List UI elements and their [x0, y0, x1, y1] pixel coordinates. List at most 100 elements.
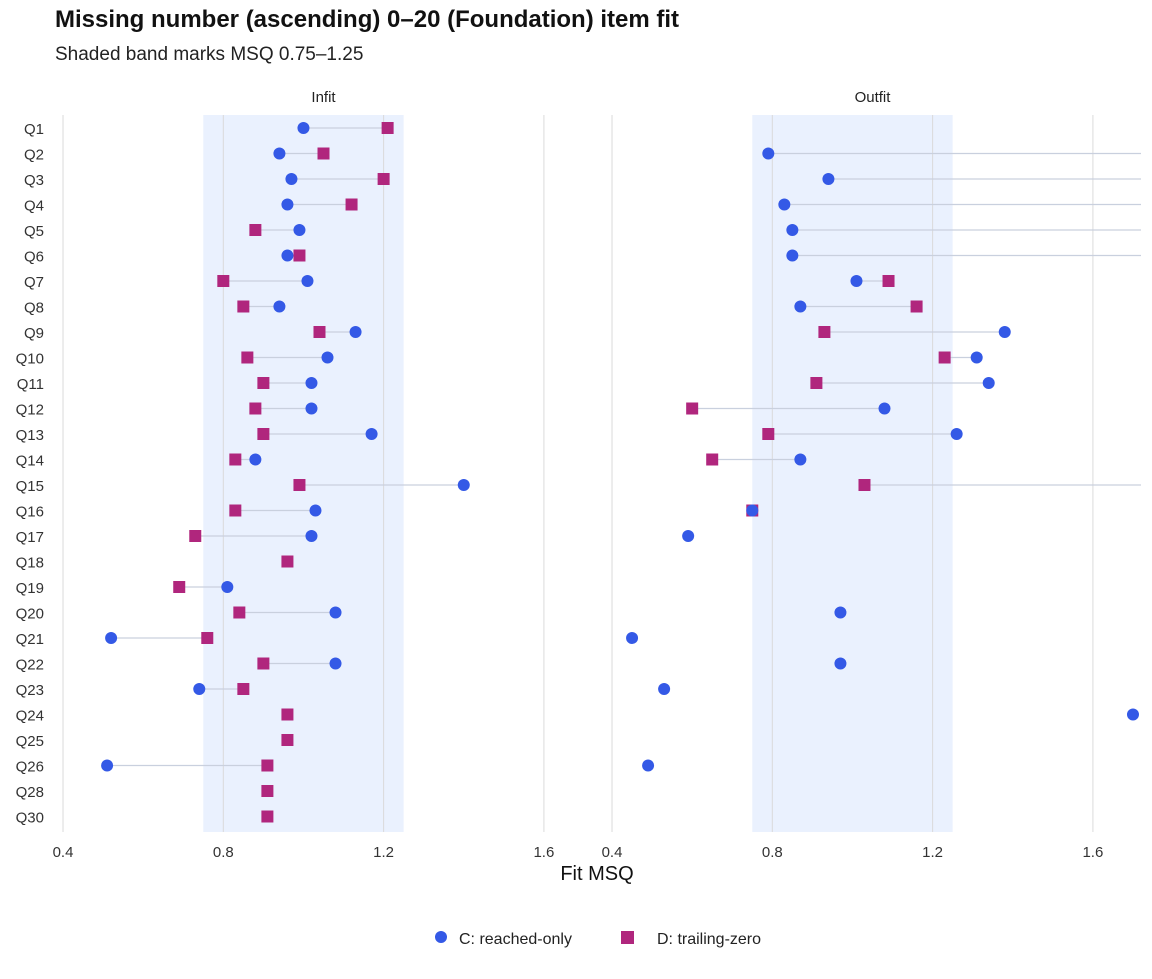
point-d-q23: [237, 683, 250, 695]
point-c-q2: [273, 147, 286, 160]
point-c-q22: [834, 657, 847, 670]
point-c-q21: [105, 632, 118, 644]
y-tick-label: Q18: [16, 555, 44, 572]
point-d-q7: [882, 275, 895, 287]
point-c-q16: [309, 504, 322, 517]
point-c-q13: [365, 428, 378, 440]
point-c-q10: [970, 351, 983, 364]
point-c-q17: [682, 530, 695, 542]
point-c-q17: [305, 530, 318, 542]
panel-outfit: Outfit 0.4 0.8 1.2 1.6: [586, 89, 1141, 861]
panel-infit: Infit 0.4 0.8 1.2 1.6: [53, 89, 555, 861]
y-tick-label: Q23: [16, 682, 44, 699]
x-tick-label: 1.2: [922, 844, 943, 861]
point-c-q8: [273, 300, 286, 313]
point-d-q14: [229, 453, 242, 466]
point-d-q5: [249, 224, 262, 236]
chart-subtitle: Shaded band marks MSQ 0.75–1.25: [55, 44, 364, 65]
x-tick-label: 1.6: [1082, 844, 1103, 861]
y-tick-label: Q21: [16, 631, 44, 648]
point-d-q21: [201, 632, 214, 644]
point-c-q6: [786, 249, 799, 262]
point-c-q1: [297, 122, 310, 134]
y-axis-labels: Q1 Q2 Q3 Q4 Q5 Q6 Q7 Q8 Q9 Q10 Q11 Q12 Q13 Q14 Q15 Q16 Q…: [16, 121, 44, 827]
point-d-q12: [249, 402, 262, 415]
point-d-q13: [762, 428, 775, 440]
point-d-q1: [381, 122, 394, 134]
point-c-q4: [778, 198, 791, 211]
point-c-q5: [293, 224, 306, 236]
y-tick-label: Q20: [16, 606, 44, 623]
legend-label-c: C: reached-only: [459, 931, 572, 948]
point-d-q7: [217, 275, 230, 287]
point-d-q19: [173, 581, 186, 593]
y-tick-label: Q8: [24, 300, 44, 317]
point-d-q25: [281, 734, 294, 746]
point-d-q11: [257, 377, 270, 389]
y-tick-label: Q17: [16, 529, 44, 546]
y-tick-label: Q1: [24, 121, 44, 138]
point-d-q16: [229, 504, 242, 517]
point-c-q15: [457, 479, 470, 491]
point-c-q23: [193, 683, 206, 695]
chart-title: Missing number (ascending) 0–20 (Foundat…: [55, 6, 680, 33]
y-tick-label: Q26: [16, 759, 44, 776]
point-c-q19: [590, 581, 602, 593]
legend: C: reached-only D: trailing-zero: [435, 931, 761, 948]
y-tick-label: Q19: [16, 580, 44, 597]
point-c-q8: [794, 300, 807, 313]
point-c-q26: [642, 759, 655, 772]
point-c-q10: [321, 351, 334, 364]
point-c-q14: [794, 453, 807, 466]
point-d-q9: [313, 326, 326, 338]
point-d-q10: [241, 351, 254, 364]
x-tick-label: 1.6: [533, 844, 554, 861]
point-d-q8: [237, 300, 250, 313]
legend-marker-d: [621, 931, 634, 944]
point-c-q16: [746, 504, 759, 517]
y-tick-label: Q2: [24, 147, 44, 164]
point-d-q12: [686, 402, 699, 415]
point-c-q9: [349, 326, 362, 338]
point-c-q3: [285, 173, 298, 185]
point-c-q26: [101, 759, 114, 772]
x-tick-label: 0.8: [213, 844, 234, 861]
panel-marks: [101, 122, 470, 823]
point-d-q17: [189, 530, 202, 542]
y-tick-label: Q28: [16, 784, 44, 801]
point-c-q11: [982, 377, 995, 389]
legend-label-d: D: trailing-zero: [657, 931, 761, 948]
y-tick-label: Q15: [16, 478, 44, 495]
point-c-q21: [626, 632, 639, 644]
point-d-q18: [281, 555, 294, 568]
y-tick-label: Q5: [24, 223, 44, 240]
point-d-q13: [257, 428, 270, 440]
y-tick-label: Q6: [24, 249, 44, 266]
y-tick-label: Q14: [16, 453, 44, 470]
point-c-q24: [1126, 708, 1139, 721]
point-c-q7: [301, 275, 314, 287]
point-d-q11: [810, 377, 823, 389]
point-c-q11: [305, 377, 318, 389]
y-tick-label: Q16: [16, 504, 44, 521]
point-d-q4: [345, 198, 358, 211]
point-c-q19: [221, 581, 234, 593]
legend-marker-c: [435, 931, 447, 943]
point-d-q14: [706, 453, 719, 466]
point-c-q12: [305, 402, 318, 415]
y-tick-label: Q7: [24, 274, 44, 291]
point-c-q7: [850, 275, 863, 287]
point-d-q18: [586, 556, 598, 568]
point-c-q23: [658, 683, 671, 695]
y-tick-label: Q12: [16, 402, 44, 419]
y-tick-label: Q9: [24, 325, 44, 342]
point-d-q6: [293, 249, 306, 262]
point-d-q20: [233, 606, 246, 619]
point-c-q4: [281, 198, 294, 211]
point-d-q28: [261, 785, 274, 797]
panel-strip-label: Outfit: [855, 89, 892, 106]
point-d-q9: [818, 326, 831, 338]
point-c-q6: [281, 249, 294, 262]
point-d-q10: [938, 351, 951, 364]
